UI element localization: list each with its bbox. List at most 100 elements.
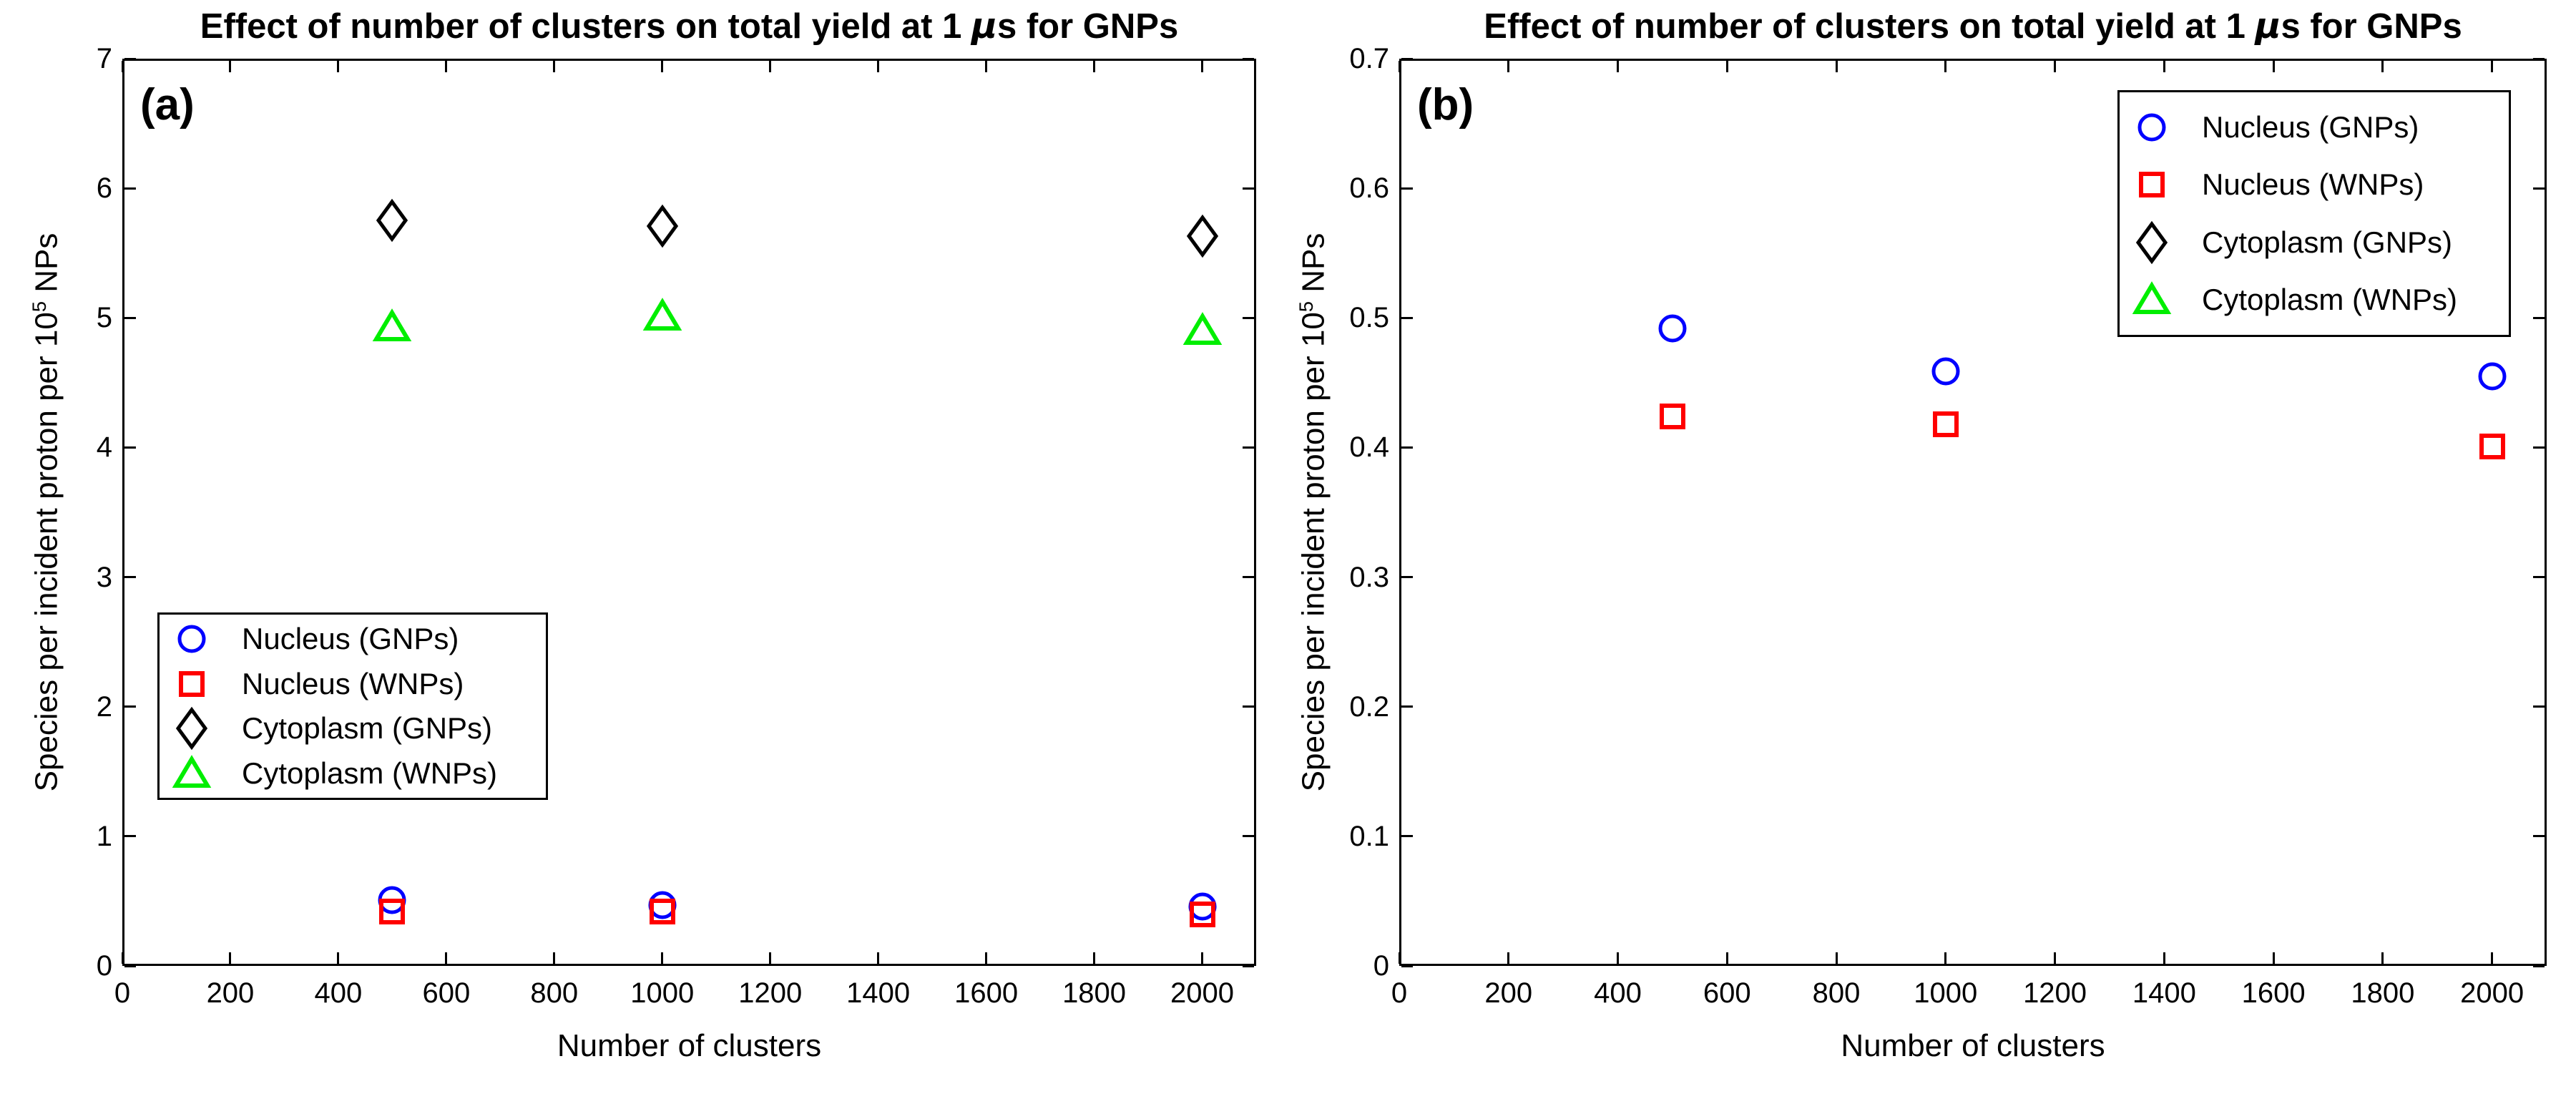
x-tick-top bbox=[1944, 61, 1947, 72]
x-tick-label: 1800 bbox=[2351, 977, 2415, 1009]
y-tick-label: 4 bbox=[96, 431, 112, 464]
y-tick-right bbox=[1243, 316, 1254, 319]
legend-label: Nucleus (GNPs) bbox=[242, 622, 459, 656]
y-tick-right bbox=[2533, 835, 2545, 838]
x-tick bbox=[229, 952, 232, 964]
y-tick-right bbox=[1243, 835, 1254, 838]
y-tick bbox=[124, 57, 136, 60]
y-tick-label: 0.3 bbox=[1349, 561, 1389, 593]
x-tick bbox=[1398, 952, 1401, 964]
legend-label: Cytoplasm (GNPs) bbox=[2202, 225, 2453, 259]
chart-title-suffix: s for GNPs bbox=[2281, 7, 2462, 46]
y-tick-right bbox=[2533, 705, 2545, 708]
y-tick bbox=[1401, 446, 1413, 449]
x-tick-top bbox=[661, 61, 664, 72]
plot-area-a bbox=[122, 59, 1256, 966]
x-tick-label: 400 bbox=[314, 977, 363, 1009]
x-tick-top bbox=[2054, 61, 2057, 72]
x-tick bbox=[1725, 952, 1728, 964]
x-tick-label: 1800 bbox=[1062, 977, 1127, 1009]
x-tick-label: 2000 bbox=[1170, 977, 1234, 1009]
x-tick-label: 1200 bbox=[2023, 977, 2087, 1009]
y-tick bbox=[1401, 57, 1413, 60]
legend-box bbox=[2117, 90, 2511, 337]
x-tick-label: 1000 bbox=[630, 977, 695, 1009]
x-tick bbox=[2491, 952, 2494, 964]
x-axis-label-b: Number of clusters bbox=[1841, 1028, 2105, 1063]
y-tick-label: 7 bbox=[96, 43, 112, 74]
x-tick-top bbox=[1398, 61, 1401, 72]
x-tick-top bbox=[2491, 61, 2494, 72]
x-tick bbox=[985, 952, 988, 964]
x-tick-label: 1400 bbox=[846, 977, 911, 1009]
legend-marker-circle bbox=[177, 625, 206, 653]
y-tick-right bbox=[1243, 446, 1254, 449]
y-tick bbox=[124, 446, 136, 449]
y-tick bbox=[1401, 835, 1413, 838]
y-tick-right bbox=[2533, 187, 2545, 190]
y-tick bbox=[1401, 576, 1413, 579]
mu-symbol: μ bbox=[971, 6, 997, 47]
chart-title-a: Effect of number of clusters on total yi… bbox=[122, 6, 1256, 47]
data-point-triangle bbox=[642, 298, 682, 331]
y-tick bbox=[124, 964, 136, 967]
x-tick bbox=[2163, 952, 2165, 964]
x-tick bbox=[769, 952, 772, 964]
data-point-square bbox=[1189, 901, 1215, 927]
x-tick bbox=[553, 952, 556, 964]
y-tick-label: 0 bbox=[96, 950, 112, 982]
legend-label: Nucleus (WNPs) bbox=[242, 666, 464, 700]
y-tick-label: 0.1 bbox=[1349, 820, 1389, 852]
y-tick bbox=[1401, 705, 1413, 708]
legend-marker-triangle bbox=[2132, 281, 2172, 314]
y-tick-right bbox=[2533, 316, 2545, 319]
x-tick bbox=[2381, 952, 2384, 964]
data-point-square bbox=[649, 898, 675, 924]
panel-letter-a: (a) bbox=[140, 80, 195, 130]
x-tick-label: 200 bbox=[206, 977, 255, 1009]
y-axis-label-units: NPs bbox=[1296, 233, 1331, 301]
legend-marker-triangle bbox=[172, 754, 212, 788]
x-tick-top bbox=[1617, 61, 1620, 72]
x-tick-label: 1000 bbox=[1914, 977, 1978, 1009]
x-tick bbox=[2272, 952, 2275, 964]
data-point-circle bbox=[1658, 314, 1687, 343]
x-tick-top bbox=[2381, 61, 2384, 72]
x-tick bbox=[1944, 952, 1947, 964]
y-tick-right bbox=[1243, 57, 1254, 60]
data-point-circle bbox=[1931, 357, 1960, 386]
x-tick-top bbox=[337, 61, 340, 72]
x-tick-label: 800 bbox=[530, 977, 579, 1009]
x-tick-label: 2000 bbox=[2460, 977, 2524, 1009]
x-tick-label: 1600 bbox=[954, 977, 1019, 1009]
y-tick bbox=[1401, 316, 1413, 319]
legend-label: Cytoplasm (WNPs) bbox=[2202, 282, 2458, 316]
x-tick-top bbox=[1835, 61, 1838, 72]
y-tick-right bbox=[1243, 187, 1254, 190]
y-tick bbox=[124, 835, 136, 838]
x-tick bbox=[1617, 952, 1620, 964]
x-tick-label: 200 bbox=[1484, 977, 1533, 1009]
x-tick-top bbox=[985, 61, 988, 72]
x-tick-label: 0 bbox=[114, 977, 131, 1009]
legend-marker-square bbox=[2139, 172, 2165, 198]
data-point-diamond bbox=[376, 199, 408, 243]
x-tick-top bbox=[445, 61, 448, 72]
x-tick bbox=[445, 952, 448, 964]
x-tick bbox=[1835, 952, 1838, 964]
y-tick-right bbox=[2533, 57, 2545, 60]
chart-title-text: Effect of number of clusters on total yi… bbox=[1484, 7, 2256, 46]
chart-title-text: Effect of number of clusters on total yi… bbox=[200, 7, 971, 46]
y-tick-label: 0.4 bbox=[1349, 431, 1389, 464]
legend-marker-square bbox=[179, 670, 205, 697]
legend-label: Cytoplasm (WNPs) bbox=[242, 756, 498, 790]
x-tick-label: 400 bbox=[1594, 977, 1642, 1009]
legend-label: Nucleus (WNPs) bbox=[2202, 167, 2424, 202]
y-tick-right bbox=[1243, 964, 1254, 967]
x-tick bbox=[661, 952, 664, 964]
y-tick bbox=[124, 316, 136, 319]
x-tick-label: 600 bbox=[422, 977, 471, 1009]
data-point-diamond bbox=[1186, 214, 1218, 258]
legend-label: Cytoplasm (GNPs) bbox=[242, 711, 493, 746]
